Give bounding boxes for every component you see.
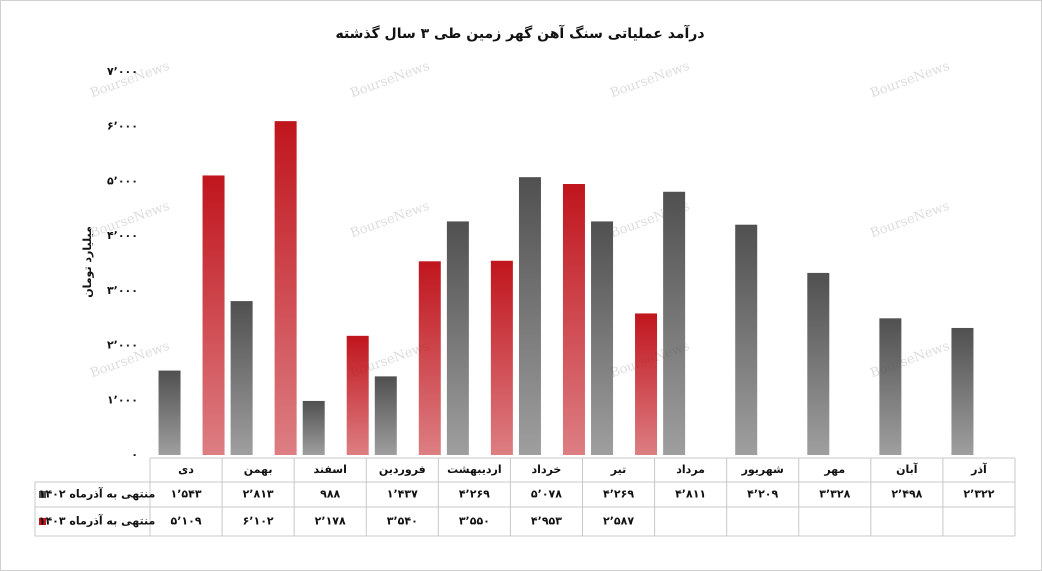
bar (202, 175, 225, 455)
data-label: ۵٬۰۷۸ (531, 488, 562, 501)
bar (230, 301, 253, 455)
data-label: ۱٬۴۳۷ (387, 488, 418, 501)
bar (951, 327, 974, 455)
data-label: ۲٬۴۹۸ (891, 488, 922, 501)
category-label: دی (178, 463, 194, 476)
bar (374, 376, 397, 455)
data-label: ۳٬۵۴۰ (387, 515, 418, 528)
bar (663, 191, 686, 455)
data-label: ۴٬۲۶۹ (459, 488, 490, 501)
data-label: ۲٬۱۷۸ (315, 515, 346, 528)
legend-marker (39, 491, 46, 498)
bar (518, 177, 541, 455)
y-tick-label: ۱٬۰۰۰ (107, 393, 138, 406)
category-label: شهریور (741, 463, 784, 476)
legend-label: منتهی به آذرماه ۱۴۰۳ (39, 514, 156, 528)
category-label: اردیبهشت (447, 463, 501, 476)
bar (879, 318, 902, 455)
y-axis-label: میلیارد تومان (81, 226, 94, 298)
y-tick-label: ۷٬۰۰۰ (107, 65, 138, 78)
data-label: ۲٬۳۲۲ (963, 488, 994, 501)
category-label: بهمن (244, 463, 273, 476)
data-label: ۹۸۸ (320, 488, 340, 501)
bar (735, 224, 758, 455)
y-tick-label: ۲٬۰۰۰ (107, 339, 138, 352)
category-label: مهر (823, 463, 845, 476)
data-label: ۶٬۱۰۲ (243, 515, 274, 528)
data-label: ۵٬۱۰۹ (171, 515, 202, 528)
data-label: ۳٬۳۲۸ (819, 488, 850, 501)
bar (635, 313, 658, 455)
data-label: ۴٬۲۶۹ (603, 488, 634, 501)
bar (562, 184, 585, 456)
legend-marker (39, 518, 46, 525)
y-tick-label: ۶٬۰۰۰ (107, 120, 138, 133)
category-label: خرداد (532, 463, 562, 476)
data-label: ۲٬۸۱۳ (243, 488, 274, 501)
legend-label: منتهی به آذرماه ۱۴۰۲ (39, 487, 156, 501)
category-label: آبان (896, 462, 918, 476)
bar (490, 260, 513, 455)
data-label: ۴٬۲۰۹ (747, 488, 778, 501)
bar (591, 221, 614, 455)
category-label: اسفند (314, 463, 347, 476)
chart-title: درآمد عملیاتی سنگ آهن گهر زمین طی ۳ سال … (335, 24, 704, 42)
bar (302, 400, 325, 455)
data-label: ۳٬۵۵۰ (459, 515, 490, 528)
bar (274, 121, 297, 456)
bar (346, 335, 369, 455)
data-label: ۴٬۸۱۱ (675, 488, 706, 501)
category-label: آذر (970, 462, 987, 476)
category-label: تیر (610, 463, 626, 476)
bar (418, 261, 441, 455)
category-label: مرداد (676, 463, 705, 476)
y-tick-label: ۰ (131, 448, 138, 461)
data-label: ۲٬۵۸۷ (603, 515, 634, 528)
y-tick-label: ۵٬۰۰۰ (107, 174, 138, 187)
y-tick-label: ۳٬۰۰۰ (107, 284, 138, 297)
bar (807, 272, 830, 455)
bar (158, 370, 181, 455)
data-label: ۱٬۵۴۳ (171, 488, 202, 501)
y-tick-label: ۴٬۰۰۰ (107, 229, 138, 242)
bar (446, 221, 469, 455)
category-label: فروردین (379, 463, 426, 476)
data-label: ۴٬۹۵۳ (531, 515, 562, 528)
